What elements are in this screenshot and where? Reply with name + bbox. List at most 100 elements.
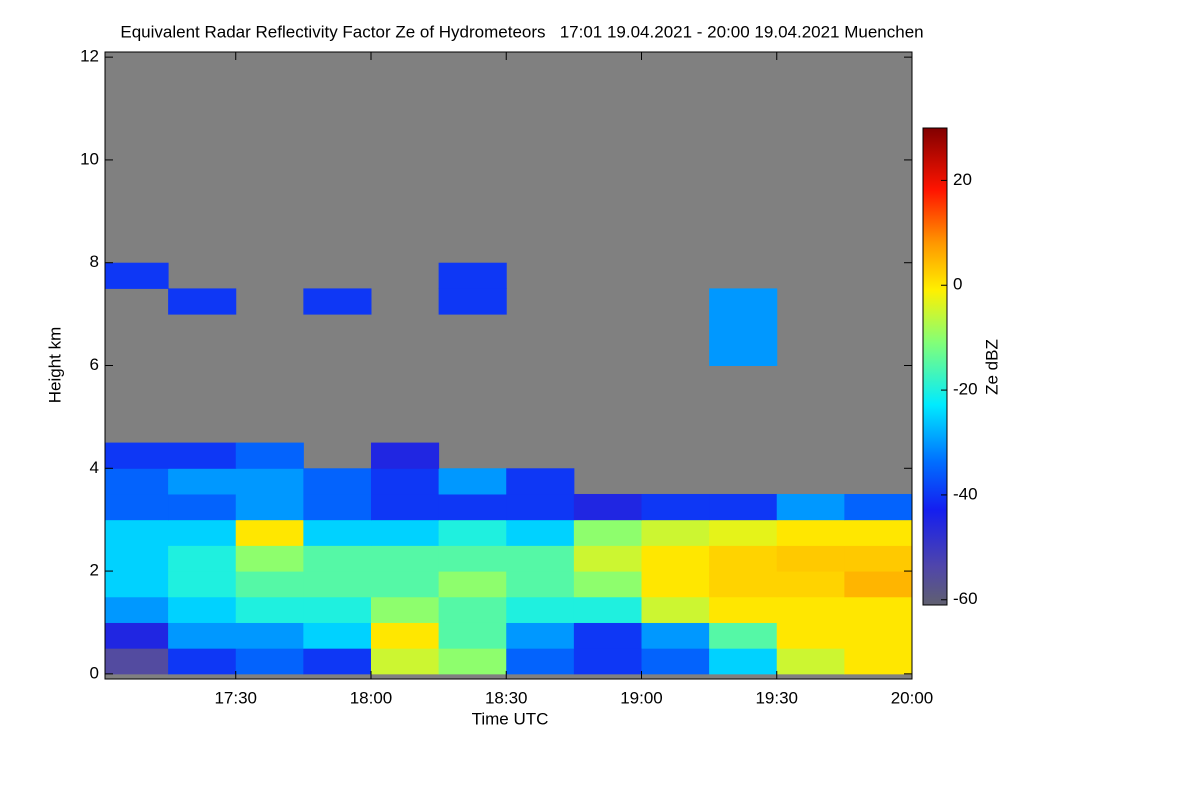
heatmap-cell	[438, 545, 507, 572]
heatmap-cell	[370, 493, 440, 521]
heatmap-cell	[438, 262, 507, 289]
heatmap-cell	[844, 596, 912, 623]
heatmap-cell	[573, 648, 642, 675]
heatmap-cell	[573, 493, 642, 521]
heatmap-cell	[506, 545, 575, 572]
heatmap-cell	[709, 596, 778, 623]
heatmap-cell	[573, 545, 642, 572]
heatmap-cell	[709, 314, 778, 341]
heatmap-cell	[235, 571, 304, 598]
heatmap-cell	[370, 442, 440, 469]
heatmap-cell	[168, 493, 237, 521]
heatmap-cell	[844, 519, 912, 546]
heatmap-cell	[303, 493, 372, 521]
heatmap-cell	[370, 622, 440, 649]
heatmap-cell	[506, 468, 575, 495]
heatmap-cell	[709, 493, 778, 521]
y-tick-label: 10	[80, 149, 99, 168]
chart-title: Equivalent Radar Reflectivity Factor Ze …	[120, 22, 923, 41]
heatmap-cell	[776, 648, 845, 675]
heatmap-cells	[105, 262, 912, 675]
heatmap-cell	[641, 648, 710, 675]
heatmap-cell	[168, 468, 237, 495]
heatmap-cell	[506, 622, 575, 649]
heatmap-cell	[641, 622, 710, 649]
heatmap-cell	[641, 571, 710, 598]
heatmap-cell	[438, 648, 507, 675]
heatmap-cell	[844, 493, 912, 521]
heatmap-cell	[776, 519, 845, 546]
heatmap-cell	[105, 648, 169, 675]
heatmap-cell	[235, 493, 304, 521]
heatmap-cell	[303, 596, 372, 623]
heatmap-cell	[506, 493, 575, 521]
heatmap-cell	[303, 288, 372, 315]
y-tick-label: 2	[90, 561, 99, 580]
heatmap-cell	[438, 493, 507, 521]
heatmap-cell	[844, 545, 912, 572]
heatmap-cell	[105, 519, 169, 546]
heatmap-cell	[776, 545, 845, 572]
heatmap-cell	[506, 648, 575, 675]
x-tick-label: 18:30	[485, 688, 528, 707]
heatmap-cell	[235, 519, 304, 546]
x-tick-label: 19:00	[620, 688, 663, 707]
heatmap-cell	[641, 545, 710, 572]
heatmap-cell	[235, 596, 304, 623]
heatmap-cell	[370, 468, 440, 495]
heatmap-cell	[235, 648, 304, 675]
heatmap-cell	[776, 493, 845, 521]
heatmap-cell	[303, 622, 372, 649]
heatmap-cell	[844, 571, 912, 598]
x-tick-label: 18:00	[350, 688, 393, 707]
y-tick-label: 0	[90, 663, 99, 682]
heatmap-cell	[235, 442, 304, 469]
heatmap-cell	[776, 571, 845, 598]
heatmap-cell	[235, 468, 304, 495]
heatmap-cell	[105, 571, 169, 598]
heatmap-cell	[438, 622, 507, 649]
heatmap-cell	[709, 339, 778, 366]
heatmap-cell	[370, 519, 440, 546]
heatmap-cell	[303, 648, 372, 675]
heatmap-cell	[506, 596, 575, 623]
heatmap-cell	[776, 622, 845, 649]
heatmap-cell	[641, 596, 710, 623]
heatmap-cell	[105, 493, 169, 521]
heatmap-cell	[709, 622, 778, 649]
x-tick-label: 17:30	[214, 688, 257, 707]
heatmap-cell	[105, 622, 169, 649]
heatmap-cell	[168, 545, 237, 572]
heatmap-cell	[105, 262, 169, 289]
y-axis-label: Height km	[45, 327, 64, 404]
heatmap-cell	[105, 468, 169, 495]
heatmap-cell	[709, 288, 778, 315]
heatmap-cell	[168, 648, 237, 675]
heatmap-cell	[709, 648, 778, 675]
heatmap-cell	[438, 519, 507, 546]
heatmap-cell	[844, 622, 912, 649]
colorbar	[922, 127, 948, 606]
y-tick-label: 8	[90, 252, 99, 271]
heatmap-cell	[303, 545, 372, 572]
heatmap-cell	[709, 571, 778, 598]
heatmap-cell	[168, 519, 237, 546]
heatmap-cell	[370, 571, 440, 598]
heatmap-cell	[506, 571, 575, 598]
heatmap-cell	[438, 571, 507, 598]
heatmap-cell	[168, 596, 237, 623]
heatmap-cell	[506, 519, 575, 546]
colorbar-tick-label: 0	[953, 275, 962, 294]
heatmap-cell	[438, 596, 507, 623]
x-axis-label: Time UTC	[472, 709, 549, 728]
y-tick-label: 6	[90, 355, 99, 374]
heatmap-cell	[235, 622, 304, 649]
heatmap-cell	[105, 545, 169, 572]
heatmap-cell	[168, 571, 237, 598]
heatmap-cell	[844, 648, 912, 675]
heatmap-cell	[168, 288, 237, 315]
colorbar-tick-label: -40	[953, 484, 978, 503]
heatmap-cell	[303, 571, 372, 598]
heatmap-cell	[303, 519, 372, 546]
